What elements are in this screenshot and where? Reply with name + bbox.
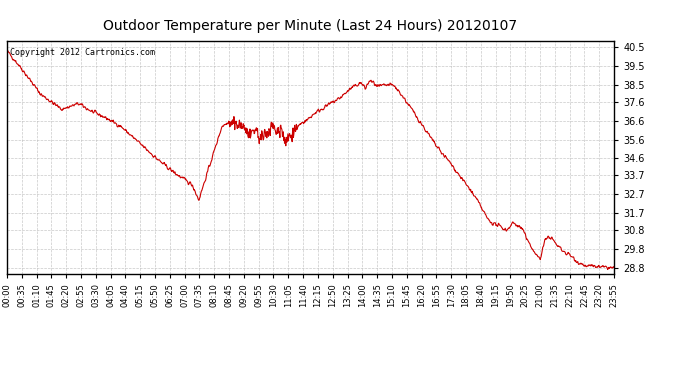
Text: Copyright 2012 Cartronics.com: Copyright 2012 Cartronics.com xyxy=(10,48,155,57)
Text: Outdoor Temperature per Minute (Last 24 Hours) 20120107: Outdoor Temperature per Minute (Last 24 … xyxy=(104,19,518,33)
